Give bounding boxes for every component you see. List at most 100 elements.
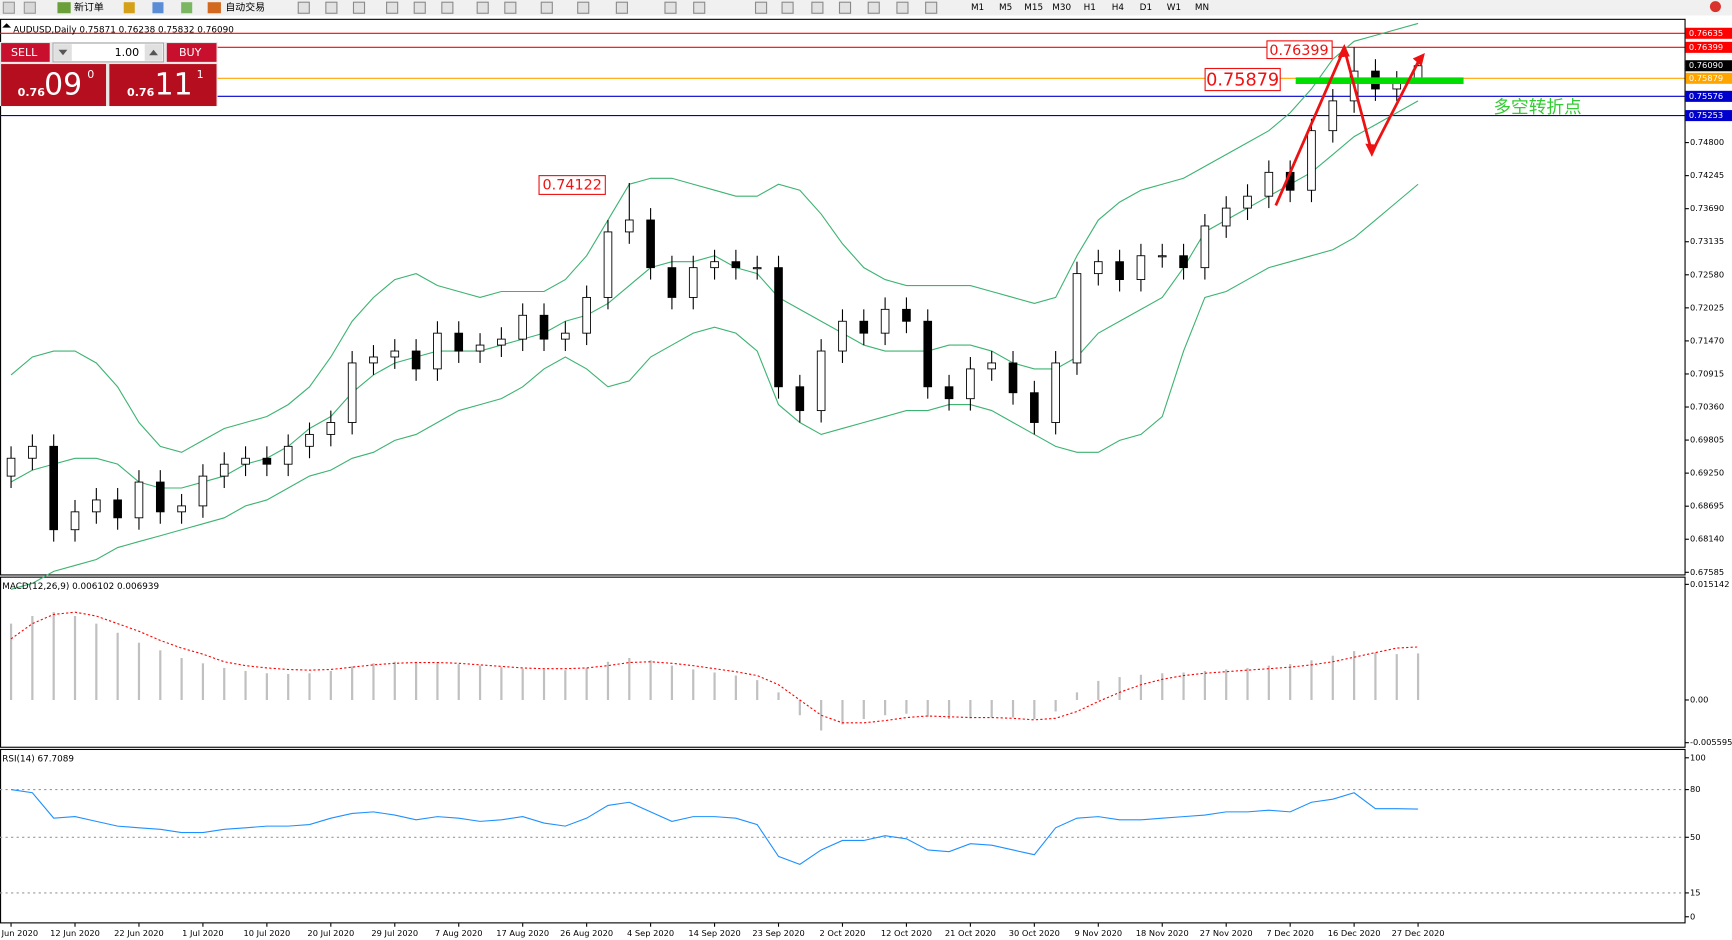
timeframe-button[interactable]: M30 <box>1052 3 1071 13</box>
volume-value[interactable]: 1.00 <box>115 46 140 59</box>
buy-button[interactable] <box>166 43 217 62</box>
timeframe-button[interactable]: M5 <box>999 3 1012 13</box>
icon[interactable] <box>577 1 590 14</box>
x-tick-label: 17 Aug 2020 <box>496 928 549 938</box>
icon[interactable] <box>664 1 677 14</box>
icon[interactable] <box>838 1 852 14</box>
candle-body <box>305 433 314 447</box>
bid-box[interactable] <box>1 64 107 107</box>
icon[interactable] <box>152 2 164 14</box>
y-tick-label: 15 <box>1690 887 1701 897</box>
candle-body <box>497 338 506 346</box>
candle-body <box>880 308 890 334</box>
candle-body <box>326 422 336 435</box>
candle-body <box>155 481 165 513</box>
x-tick-label: 14 Sep 2020 <box>688 928 740 938</box>
icon[interactable] <box>615 1 628 14</box>
icon[interactable] <box>811 1 824 14</box>
sell-label[interactable]: SELL <box>11 46 38 59</box>
x-tick-label: 23 Sep 2020 <box>752 928 804 938</box>
icon[interactable] <box>504 1 517 14</box>
icon[interactable] <box>867 1 880 14</box>
timeframe-button[interactable]: D1 <box>1140 3 1152 13</box>
candle-body <box>113 499 122 519</box>
y-tick-label: 0.73135 <box>1690 236 1724 246</box>
sell-button[interactable] <box>1 43 50 62</box>
timeframe-bar: M1 M5 M15 M30 H1 H4 D1 W1 MN <box>971 3 1209 13</box>
icon[interactable] <box>2 1 15 14</box>
icon[interactable] <box>325 1 338 14</box>
candle-body <box>1136 255 1146 281</box>
bollinger-lower <box>10 183 1419 590</box>
x-tick-label: 7 Aug 2020 <box>435 928 483 938</box>
buy-label[interactable]: BUY <box>179 46 202 59</box>
bid-prefix: 0.76 <box>18 86 46 99</box>
icon[interactable] <box>352 1 366 14</box>
candle-body <box>6 457 16 477</box>
icon[interactable] <box>386 1 399 14</box>
icon[interactable] <box>441 1 454 14</box>
new-order-icon[interactable] <box>57 2 71 14</box>
icon[interactable] <box>540 1 553 14</box>
y-tick-label: 50 <box>1690 832 1701 842</box>
rsi-panel <box>0 748 1686 924</box>
candle-body <box>582 296 591 334</box>
level-tag-label: 0.75253 <box>1689 110 1723 120</box>
timeframe-button[interactable]: W1 <box>1167 3 1181 13</box>
x-tick-label: 4 Sep 2020 <box>627 928 674 938</box>
auto-trading-icon[interactable] <box>207 2 221 14</box>
y-tick-label: 0.69250 <box>1690 468 1724 478</box>
candle-body <box>752 267 762 270</box>
candle-body <box>795 386 805 412</box>
timeframe-button[interactable]: MN <box>1195 3 1209 13</box>
bid-tag-label: 0.76090 <box>1689 60 1723 70</box>
icon[interactable] <box>896 1 909 14</box>
candle-body <box>134 481 144 519</box>
timeframe-button[interactable]: H4 <box>1112 3 1125 13</box>
y-tick-label: 0.70915 <box>1690 368 1724 378</box>
candle-body <box>219 463 229 477</box>
candle-body <box>1328 100 1338 132</box>
candle-body <box>987 362 997 370</box>
icon[interactable] <box>754 1 768 14</box>
icon[interactable] <box>123 2 135 14</box>
icon[interactable] <box>413 1 426 14</box>
candle-body <box>518 314 528 340</box>
ask-pip: 1 <box>197 68 204 81</box>
candle-body <box>433 332 442 370</box>
arrow-icon <box>58 49 68 56</box>
candle-body <box>92 499 101 513</box>
candle-body <box>923 320 933 388</box>
ask-box[interactable] <box>109 64 217 107</box>
label-box <box>1266 40 1333 60</box>
icon[interactable] <box>23 1 36 14</box>
alert-icon[interactable] <box>1709 1 1721 13</box>
icon[interactable] <box>476 1 489 14</box>
timeframe-button[interactable]: M15 <box>1024 3 1043 13</box>
candle-body <box>1051 362 1060 423</box>
icon[interactable] <box>925 1 938 14</box>
new-order-button[interactable]: 新订单 <box>74 1 104 14</box>
icon[interactable] <box>781 1 794 14</box>
bid-tag <box>1685 60 1732 72</box>
candle-body <box>390 350 400 358</box>
candle-body <box>816 350 826 412</box>
timeframe-button[interactable]: M1 <box>971 3 984 13</box>
candle-body <box>710 261 719 269</box>
icon[interactable] <box>693 1 706 14</box>
candle-body <box>70 511 80 531</box>
annotation: 多空转折点 <box>1493 97 1581 118</box>
timeframe-button[interactable]: H1 <box>1084 3 1096 13</box>
icon[interactable] <box>297 1 310 14</box>
level-tag-label: 0.75576 <box>1689 91 1723 101</box>
auto-trading-button[interactable]: 自动交易 <box>225 1 265 14</box>
level-tag <box>1685 90 1732 102</box>
label-box <box>1204 67 1281 92</box>
candle-body <box>1072 273 1082 364</box>
icon[interactable] <box>181 2 193 14</box>
x-tick-label: 2 Oct 2020 <box>820 928 866 938</box>
x-tick-label: 10 Jul 2020 <box>243 928 290 938</box>
volume-input[interactable] <box>52 42 165 63</box>
x-tick-label: Jun 2020 <box>1 928 39 938</box>
x-tick-label: 16 Dec 2020 <box>1328 928 1381 938</box>
